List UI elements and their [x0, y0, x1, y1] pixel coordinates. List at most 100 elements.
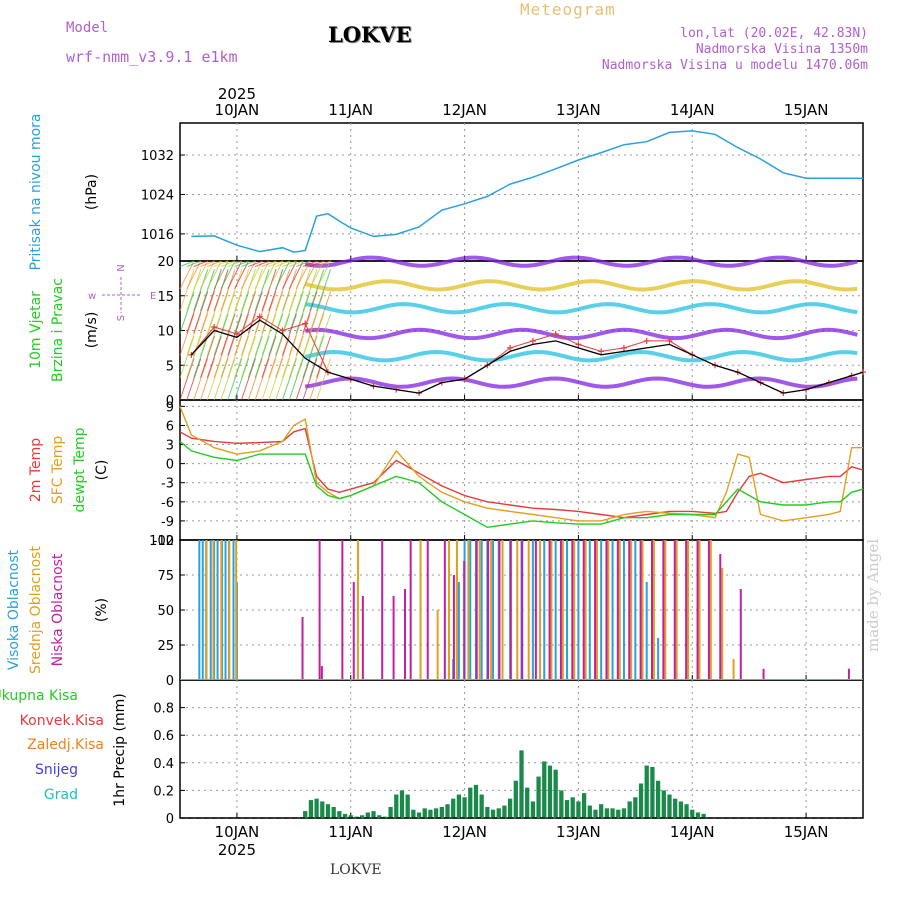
- x-year-bottom: 2025: [218, 841, 256, 859]
- wind-barb: [206, 313, 222, 356]
- x-label-bottom: 10JAN: [215, 823, 260, 841]
- y-tick-label: -12: [153, 534, 174, 549]
- y-tick-label: -9: [161, 515, 174, 530]
- wind-barb: [281, 335, 297, 378]
- y-tick-label: 6: [166, 419, 174, 434]
- wind-barb: [200, 358, 215, 401]
- x-label-bottom: 14JAN: [670, 823, 715, 841]
- wind-gust-marker: [643, 337, 650, 344]
- precip-legend-3: Snijeg: [35, 762, 78, 778]
- wind-barb: [295, 291, 311, 334]
- y-tick-label: 0.6: [153, 729, 174, 744]
- x-label-top: 12JAN: [442, 101, 487, 119]
- wind-barb: [316, 260, 332, 290]
- cloud-axis-unit: (%): [94, 598, 110, 622]
- precip-bar: [348, 815, 353, 818]
- x-label-top: 10JAN: [215, 101, 260, 119]
- wind-gust-marker: [507, 344, 514, 351]
- wind-barb: [240, 358, 256, 401]
- wind-barb: [281, 291, 297, 334]
- wind-barb: [220, 291, 236, 334]
- compass-n: N: [116, 264, 127, 271]
- wind-gust-marker: [256, 313, 263, 320]
- precip-bar: [661, 790, 666, 818]
- temp-sfc-line: [179, 406, 863, 522]
- wind-barb: [213, 260, 229, 268]
- wind-barb: [213, 358, 229, 401]
- cloud-axis-title: Niska Oblacnost: [50, 553, 66, 666]
- precip-bar: [599, 804, 604, 818]
- precip-bar: [587, 805, 592, 818]
- precip-bar: [530, 801, 536, 818]
- panel-frame-0: [179, 122, 864, 262]
- y-tick-label: 9: [166, 400, 174, 415]
- precip-bar: [433, 808, 439, 818]
- precip-bar: [479, 794, 484, 818]
- wind-axis-subtitle: Brzina i Pravac: [50, 278, 66, 382]
- precip-bar: [513, 780, 518, 818]
- wind-barb: [261, 260, 277, 268]
- elevation-label: Nadmorska Visina 1350m: [695, 42, 868, 57]
- lonlat-label: lon,lat (20.02E, 42.83N): [680, 26, 868, 41]
- precip-legend-0: Ukupna Kisa: [0, 688, 78, 704]
- wind-gust-marker: [620, 344, 627, 351]
- precip-bar: [405, 794, 410, 818]
- y-tick-label: 100: [149, 534, 174, 549]
- wind-barb: [254, 313, 270, 356]
- x-label-top: 11JAN: [328, 101, 373, 119]
- precip-bar: [610, 808, 615, 818]
- precip-bar: [416, 812, 422, 818]
- y-tick-label: -6: [161, 496, 174, 511]
- precip-axis-unit: 1hr Precip (mm): [112, 693, 128, 806]
- model-elevation-label: Nadmorska Visina u modelu 1470.06m: [601, 58, 868, 73]
- precip-bar: [371, 811, 376, 818]
- precip-bar: [411, 809, 416, 818]
- wind-barb: [288, 260, 304, 290]
- wind-barb: [179, 358, 195, 401]
- wind-barb: [206, 291, 222, 334]
- wind-barb: [186, 313, 202, 356]
- precip-bar: [456, 794, 462, 818]
- wind-barb: [227, 313, 243, 356]
- wind-barb: [295, 269, 311, 312]
- precip-bar: [542, 761, 547, 818]
- wind-barb: [240, 313, 256, 356]
- wind-barb: [206, 335, 222, 378]
- wind-barb: [234, 313, 250, 356]
- wind-barb: [220, 358, 236, 401]
- precip-bar: [655, 780, 661, 818]
- wind-barb: [179, 260, 195, 290]
- wind-barb: [261, 335, 277, 378]
- wind-gust-marker: [598, 348, 605, 355]
- wind-barb: [234, 260, 249, 268]
- wind-barb: [254, 358, 270, 401]
- wind-barb: [227, 260, 242, 268]
- wind-barb: [193, 335, 209, 378]
- y-tick-label: 0: [166, 394, 174, 409]
- temp-axis-title: SFC Temp: [50, 436, 66, 505]
- precip-bar: [445, 804, 450, 818]
- wind-barb: [261, 358, 277, 401]
- wind-barb: [254, 260, 270, 290]
- precip-bar: [303, 811, 308, 818]
- x-label-bottom: 12JAN: [442, 823, 487, 841]
- wind-barb: [275, 260, 291, 290]
- wind-barb: [254, 269, 270, 312]
- wind-barb: [309, 358, 325, 401]
- y-tick-label: 1016: [141, 228, 174, 243]
- wind-barb: [261, 269, 277, 312]
- wind-barb: [186, 358, 202, 401]
- wind-barb: [193, 260, 208, 268]
- wind-barb: [268, 358, 284, 401]
- y-tick-label: 15: [157, 290, 174, 305]
- wind-barb: [234, 291, 250, 334]
- wind-barb: [275, 335, 291, 378]
- precip-bar: [337, 811, 342, 818]
- wind-barb: [247, 358, 263, 401]
- wind-barb: [213, 291, 229, 334]
- wind-barb: [240, 291, 256, 334]
- wind-barb: [302, 269, 318, 312]
- precip-bar: [564, 800, 570, 818]
- wind-barb-band: [304, 327, 858, 341]
- compass-e: E: [150, 291, 156, 302]
